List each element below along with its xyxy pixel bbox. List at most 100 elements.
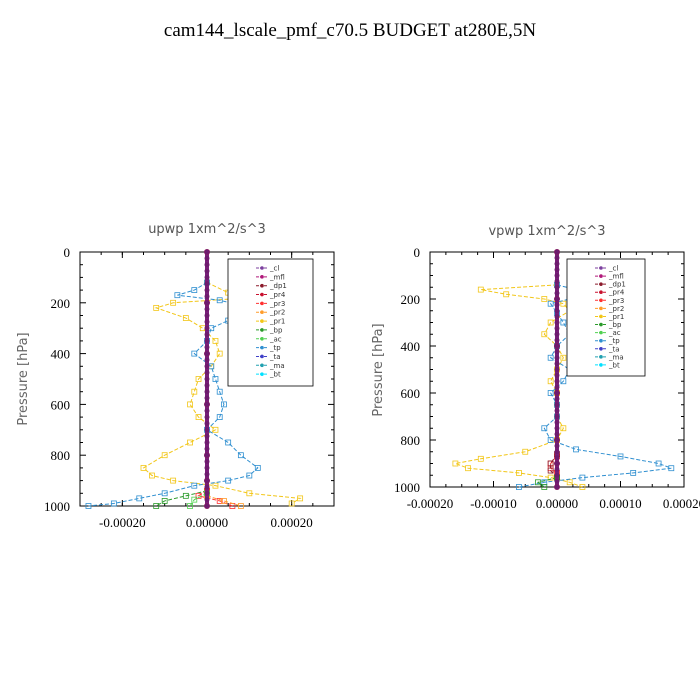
series-point bbox=[522, 448, 529, 455]
panel-title: vpwp 1xm^2/s^3 bbox=[488, 224, 605, 239]
series-point bbox=[560, 300, 567, 307]
series-point bbox=[554, 290, 560, 296]
legend-entry: _ta bbox=[269, 353, 281, 361]
series-point bbox=[554, 437, 560, 443]
series-point bbox=[554, 372, 560, 378]
series-point bbox=[579, 474, 586, 481]
series-point bbox=[554, 419, 560, 425]
series-point bbox=[149, 472, 155, 479]
series-point bbox=[535, 479, 541, 486]
legend-entry: _cl bbox=[269, 265, 279, 273]
x-tick-label: 0.00020 bbox=[271, 515, 313, 530]
series-point bbox=[547, 300, 554, 307]
series-point bbox=[554, 320, 560, 325]
series-point bbox=[554, 367, 560, 372]
series-point bbox=[170, 477, 177, 484]
series-point bbox=[547, 474, 554, 481]
series-point bbox=[554, 466, 560, 472]
legend-entry: _ta bbox=[608, 345, 620, 353]
series-point bbox=[212, 482, 219, 489]
series-point bbox=[191, 350, 198, 357]
series-point bbox=[195, 376, 202, 382]
series-point bbox=[153, 304, 160, 311]
figure-title: cam144_lscale_pmf_c70.5 BUDGET at280E,5N bbox=[163, 20, 537, 41]
series-point bbox=[541, 331, 548, 338]
series-point bbox=[554, 449, 560, 455]
series-point bbox=[554, 273, 560, 278]
series-point bbox=[191, 482, 198, 489]
series-point bbox=[204, 465, 210, 471]
y-tick-label: 800 bbox=[51, 448, 71, 463]
series-point bbox=[204, 484, 210, 490]
series-point bbox=[204, 440, 210, 445]
y-tick-label: 200 bbox=[51, 296, 71, 311]
series-line-tp bbox=[518, 284, 672, 488]
series-point bbox=[547, 354, 554, 361]
series-point bbox=[560, 319, 567, 326]
series-point bbox=[204, 249, 210, 255]
legend-entry: _bt bbox=[269, 371, 281, 379]
panel-upwp: upwp 1xm^2/s^3 0 200 400 600 800 1000 -0.00020… bbox=[16, 222, 335, 530]
series-point bbox=[452, 460, 459, 467]
series-point bbox=[216, 350, 223, 357]
legend-entry: _pr1 bbox=[269, 318, 285, 326]
series-point bbox=[204, 332, 210, 338]
series-point bbox=[153, 503, 160, 509]
series-point bbox=[573, 446, 579, 453]
legend: _cl_mfl_dp1_pr4_pr3_pr2_pr1_bp_ac_tp_ta_… bbox=[227, 258, 314, 387]
series-point bbox=[547, 378, 554, 385]
x-tick-label: -0.00020 bbox=[99, 515, 146, 530]
series-point bbox=[204, 433, 210, 439]
series-point bbox=[554, 325, 560, 331]
legend-entry: _pr4 bbox=[269, 291, 286, 299]
y-tick-label: 600 bbox=[51, 397, 71, 412]
series-point bbox=[554, 349, 560, 355]
series-point bbox=[204, 497, 210, 503]
series-point bbox=[110, 500, 117, 507]
series-point bbox=[554, 390, 560, 396]
series-point bbox=[204, 427, 210, 433]
y-tick-label: 800 bbox=[401, 433, 421, 448]
legend-marker bbox=[599, 322, 603, 327]
series-point bbox=[161, 498, 168, 504]
series-point bbox=[174, 292, 181, 299]
series-point bbox=[554, 402, 560, 408]
series-point bbox=[187, 503, 193, 509]
legend-marker bbox=[260, 292, 264, 297]
y-axis-label: Pressure [hPa] bbox=[371, 323, 386, 416]
series-point bbox=[554, 431, 560, 437]
series-point bbox=[204, 274, 210, 280]
legend-entry: _mfl bbox=[608, 273, 624, 281]
series-point bbox=[254, 464, 261, 471]
legend-marker bbox=[599, 306, 603, 311]
series-point bbox=[204, 357, 210, 363]
legend-entry: _pr4 bbox=[608, 289, 625, 297]
series-point bbox=[237, 503, 244, 509]
series-point bbox=[579, 484, 586, 490]
panel-title: upwp 1xm^2/s^3 bbox=[148, 222, 266, 237]
series-point bbox=[516, 469, 522, 476]
series-point bbox=[136, 495, 143, 502]
series-point bbox=[554, 384, 560, 390]
series-point bbox=[554, 255, 560, 261]
series-point bbox=[668, 465, 675, 472]
series-point bbox=[187, 401, 193, 408]
series-point bbox=[204, 262, 210, 268]
series-point bbox=[503, 291, 510, 298]
series-point bbox=[221, 401, 227, 408]
legend-marker bbox=[260, 328, 264, 332]
legend-entry: _dp1 bbox=[269, 282, 287, 290]
legend-marker bbox=[599, 338, 603, 343]
series-point bbox=[554, 378, 560, 384]
series-point bbox=[187, 439, 193, 446]
series-point bbox=[630, 469, 637, 476]
series-point bbox=[204, 376, 210, 382]
series-point bbox=[216, 498, 223, 504]
series-point bbox=[554, 361, 560, 367]
series-point bbox=[477, 286, 484, 293]
y-tick-label: 1000 bbox=[394, 480, 420, 495]
y-tick-label: 0 bbox=[64, 245, 71, 260]
series-point bbox=[554, 396, 560, 402]
series-point bbox=[195, 414, 202, 421]
x-tick-label: -0.00020 bbox=[407, 496, 454, 511]
